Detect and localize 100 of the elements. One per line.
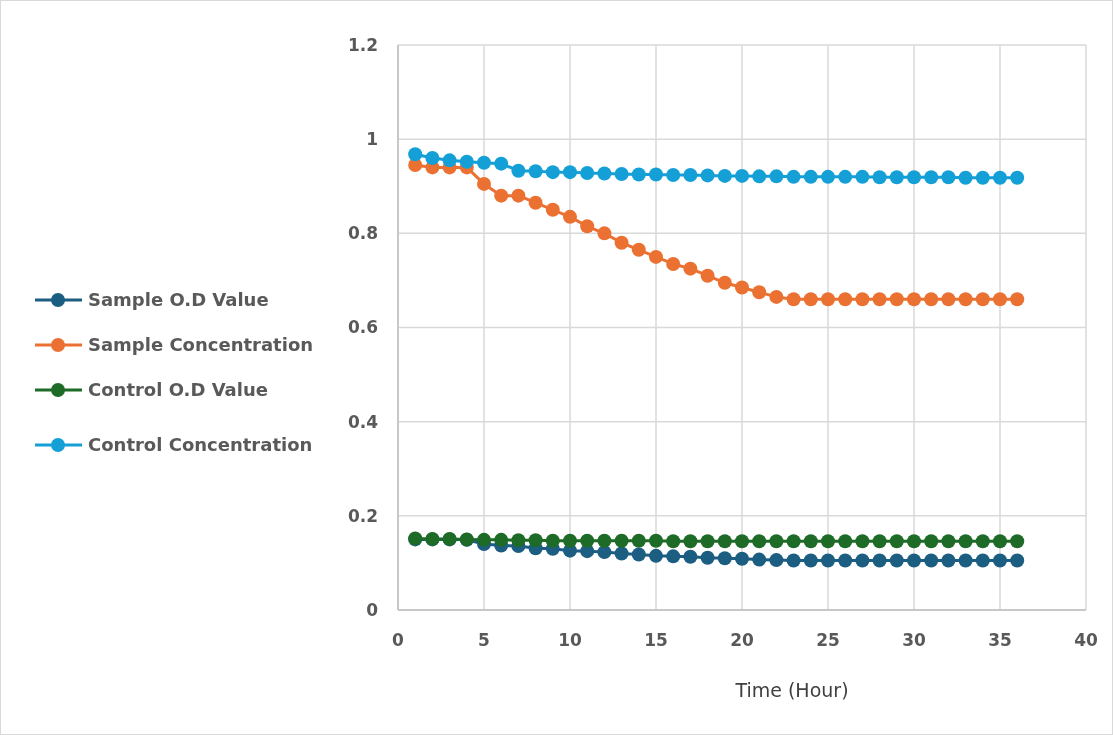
- point: [838, 534, 853, 549]
- point: [752, 285, 767, 300]
- point: [924, 292, 939, 307]
- point: [649, 249, 663, 264]
- point: [494, 188, 509, 203]
- point: [907, 534, 921, 549]
- point: [597, 226, 612, 241]
- legend-label: Control Concentration: [88, 434, 313, 456]
- point: [580, 219, 595, 234]
- point: [889, 170, 904, 185]
- point: [631, 547, 646, 562]
- point: [735, 534, 749, 549]
- point: [477, 155, 491, 170]
- point: [545, 533, 560, 548]
- point: [803, 292, 818, 307]
- point: [993, 553, 1007, 568]
- point: [752, 552, 767, 567]
- point: [975, 553, 990, 568]
- point: [907, 170, 921, 185]
- x-tick-label: 5: [478, 630, 490, 650]
- point: [821, 534, 835, 549]
- point: [872, 553, 887, 568]
- point: [838, 553, 853, 568]
- point: [425, 151, 440, 165]
- point: [1010, 553, 1025, 568]
- point: [872, 170, 887, 185]
- point: [907, 292, 921, 307]
- point: [717, 275, 732, 290]
- point: [459, 154, 474, 169]
- point: [872, 292, 887, 307]
- point: [597, 166, 612, 181]
- point: [597, 533, 612, 548]
- point: [631, 533, 646, 548]
- point: [993, 292, 1007, 307]
- point: [494, 532, 509, 547]
- point: [494, 156, 509, 171]
- point: [993, 170, 1007, 185]
- point: [614, 546, 629, 561]
- x-tick-label: 35: [988, 630, 1012, 650]
- x-tick-label: 10: [558, 630, 582, 650]
- point: [735, 551, 749, 566]
- point: [649, 548, 663, 563]
- point: [786, 553, 801, 568]
- point: [803, 169, 818, 184]
- point: [700, 534, 715, 549]
- point: [563, 209, 577, 224]
- point: [580, 166, 595, 181]
- point: [477, 532, 491, 547]
- point: [700, 268, 715, 283]
- point: [528, 533, 543, 548]
- point: [717, 534, 732, 549]
- point: [855, 169, 870, 184]
- point: [735, 280, 749, 295]
- point: [545, 202, 560, 217]
- point: [563, 533, 577, 548]
- point: [700, 550, 715, 565]
- point: [1010, 534, 1025, 549]
- point: [958, 170, 973, 185]
- point: [1010, 292, 1025, 307]
- x-axis-title: Time (Hour): [734, 679, 849, 701]
- legend-label: Sample O.D Value: [88, 289, 269, 311]
- point: [700, 168, 715, 183]
- x-tick-label: 40: [1074, 630, 1098, 650]
- point: [511, 188, 526, 203]
- point: [821, 169, 835, 184]
- point: [563, 165, 577, 180]
- point: [786, 292, 801, 307]
- point: [786, 534, 801, 549]
- point: [614, 235, 629, 250]
- point: [752, 169, 767, 184]
- point: [975, 292, 990, 307]
- point: [666, 534, 681, 549]
- point: [683, 534, 698, 549]
- point: [442, 153, 457, 168]
- point: [1010, 170, 1025, 185]
- point: [528, 195, 543, 210]
- point: [752, 534, 767, 549]
- point: [769, 289, 784, 304]
- point: [528, 164, 543, 179]
- point: [821, 553, 835, 568]
- point: [666, 167, 681, 182]
- x-tick-label: 25: [816, 630, 840, 650]
- point: [666, 256, 681, 271]
- point: [666, 549, 681, 564]
- point: [941, 534, 956, 549]
- point: [855, 534, 870, 549]
- point: [993, 534, 1007, 549]
- point: [889, 553, 904, 568]
- point: [631, 242, 646, 257]
- point: [889, 534, 904, 549]
- y-tick-label: 0.6: [347, 317, 378, 338]
- point: [855, 553, 870, 568]
- point: [631, 167, 646, 182]
- x-tick-label: 15: [644, 630, 668, 650]
- point: [803, 534, 818, 549]
- point: [924, 170, 939, 185]
- y-tick-label: 0: [366, 599, 379, 620]
- point: [717, 551, 732, 566]
- point: [683, 261, 698, 276]
- y-tick-label: 1: [366, 129, 378, 150]
